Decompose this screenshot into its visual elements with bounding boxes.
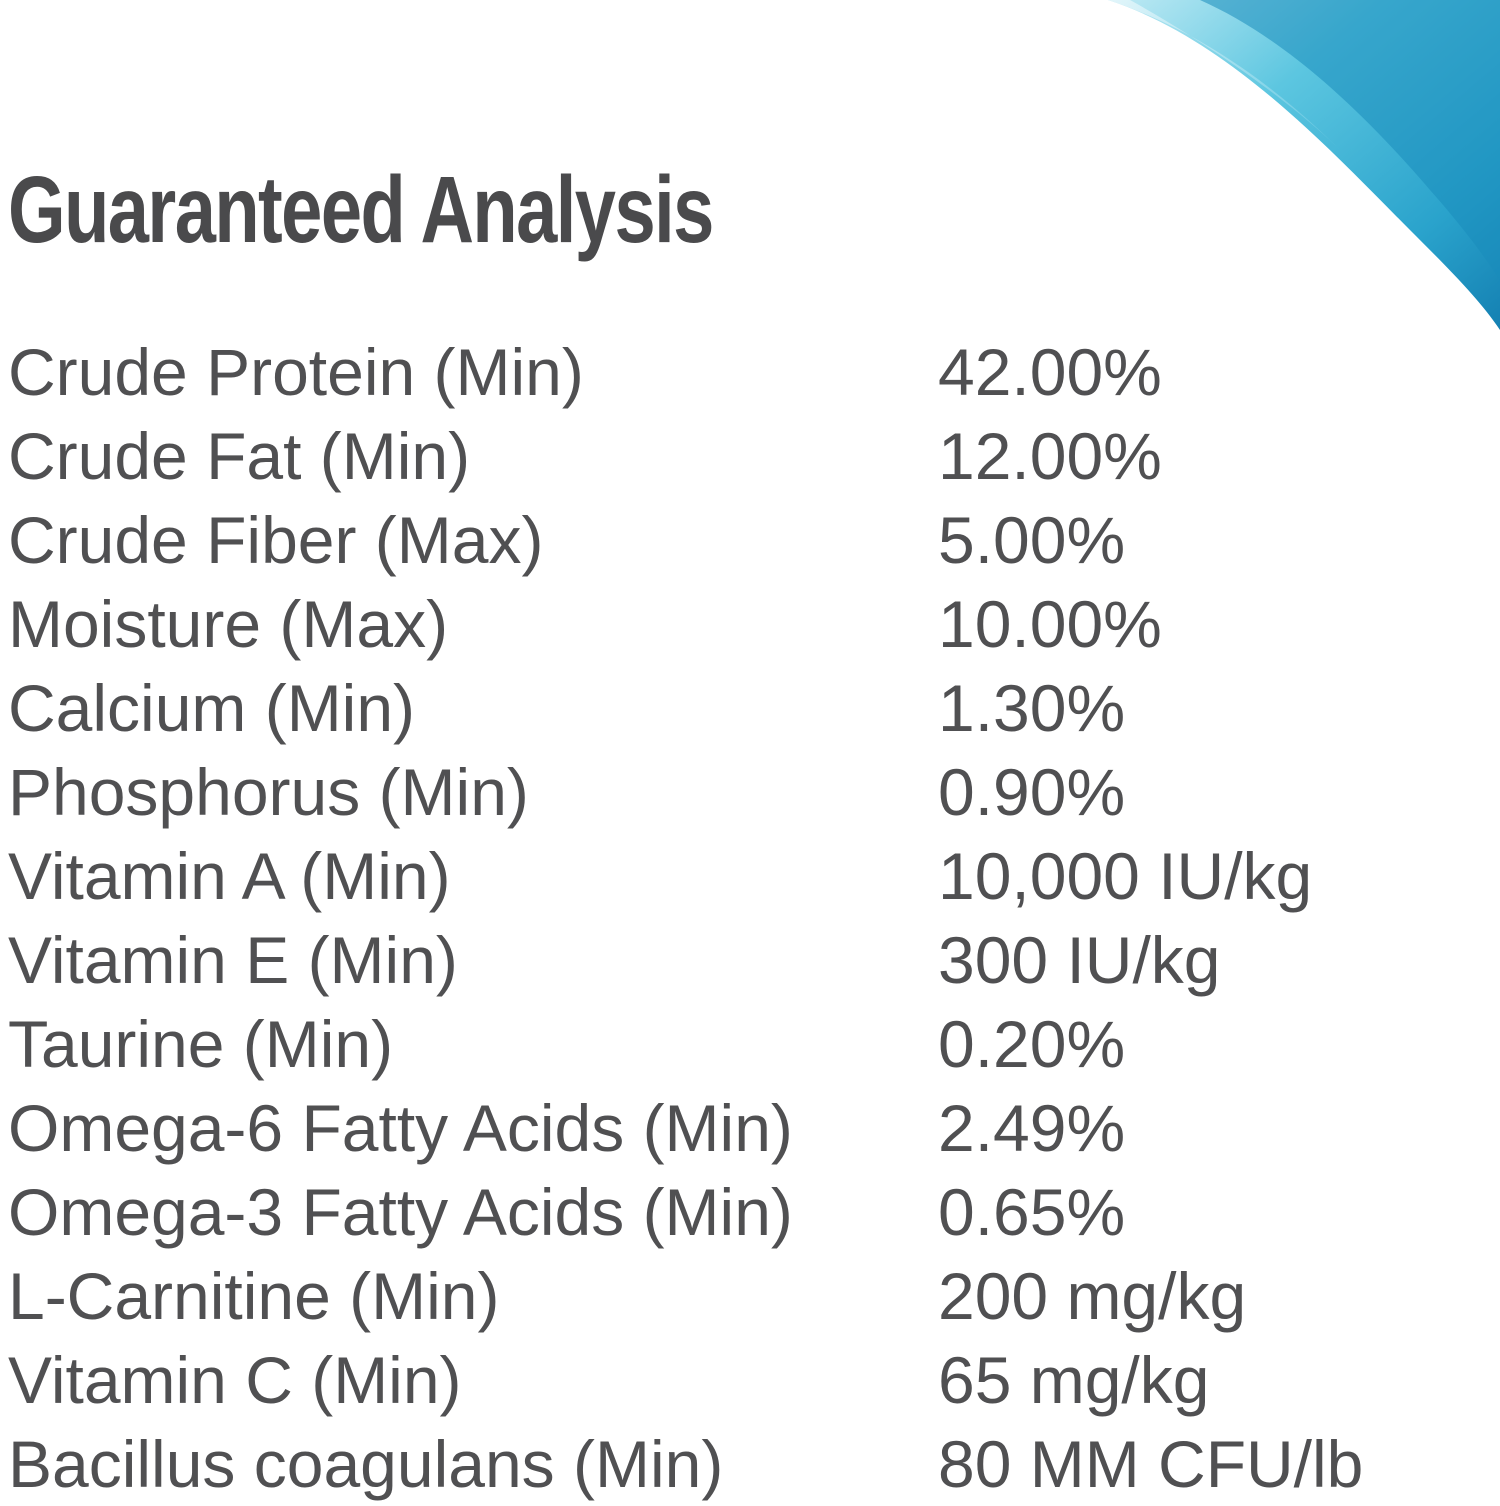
nutrient-value: 2.49%	[938, 1091, 1126, 1165]
nutrient-label: Crude Protein (Min)	[8, 335, 584, 409]
nutrient-label: L-Carnitine (Min)	[8, 1259, 500, 1333]
table-row: L-Carnitine (Min) 200 mg/kg	[8, 1254, 1488, 1338]
nutrient-label: Omega-6 Fatty Acids (Min)	[8, 1091, 793, 1165]
nutrient-label: Calcium (Min)	[8, 671, 416, 745]
nutrient-value: 10,000 IU/kg	[938, 839, 1313, 913]
table-row: Vitamin E (Min) 300 IU/kg	[8, 918, 1488, 1002]
nutrient-label: Vitamin E (Min)	[8, 923, 458, 997]
table-row: Moisture (Max) 10.00%	[8, 582, 1488, 666]
nutrient-label: Crude Fiber (Max)	[8, 503, 544, 577]
nutrient-value: 0.20%	[938, 1007, 1126, 1081]
nutrient-label: Moisture (Max)	[8, 587, 449, 661]
table-row: Bacillus coagulans (Min) 80 MM CFU/lb	[8, 1422, 1488, 1506]
table-row: Phosphorus (Min) 0.90%	[8, 750, 1488, 834]
table-row: Calcium (Min) 1.30%	[8, 666, 1488, 750]
nutrient-value: 65 mg/kg	[938, 1343, 1210, 1417]
nutrient-value: 1.30%	[938, 671, 1126, 745]
analysis-table: Crude Protein (Min) 42.00% Crude Fat (Min)…	[8, 330, 1488, 1506]
nutrient-label: Bacillus coagulans (Min)	[8, 1427, 724, 1501]
page-title: Guaranteed Analysis	[8, 157, 714, 263]
nutrient-value: 10.00%	[938, 587, 1162, 661]
nutrient-label: Phosphorus (Min)	[8, 755, 529, 829]
table-row: Omega-3 Fatty Acids (Min) 0.65%	[8, 1170, 1488, 1254]
table-row: Crude Protein (Min) 42.00%	[8, 330, 1488, 414]
nutrient-value: 300 IU/kg	[938, 923, 1221, 997]
nutrient-value: 42.00%	[938, 335, 1162, 409]
nutrient-value: 0.65%	[938, 1175, 1126, 1249]
nutrient-label: Vitamin A (Min)	[8, 839, 451, 913]
nutrient-label: Omega-3 Fatty Acids (Min)	[8, 1175, 793, 1249]
table-row: Vitamin C (Min) 65 mg/kg	[8, 1338, 1488, 1422]
table-row: Crude Fat (Min) 12.00%	[8, 414, 1488, 498]
table-row: Taurine (Min) 0.20%	[8, 1002, 1488, 1086]
nutrient-value: 80 MM CFU/lb	[938, 1427, 1364, 1501]
nutrient-value: 0.90%	[938, 755, 1126, 829]
nutrient-value: 5.00%	[938, 503, 1126, 577]
nutrient-label: Taurine (Min)	[8, 1007, 394, 1081]
nutrient-label: Vitamin C (Min)	[8, 1343, 462, 1417]
nutrient-value: 12.00%	[938, 419, 1162, 493]
table-row: Crude Fiber (Max) 5.00%	[8, 498, 1488, 582]
table-row: Omega-6 Fatty Acids (Min) 2.49%	[8, 1086, 1488, 1170]
table-row: Vitamin A (Min) 10,000 IU/kg	[8, 834, 1488, 918]
nutrient-label: Crude Fat (Min)	[8, 419, 471, 493]
nutrient-value: 200 mg/kg	[938, 1259, 1247, 1333]
